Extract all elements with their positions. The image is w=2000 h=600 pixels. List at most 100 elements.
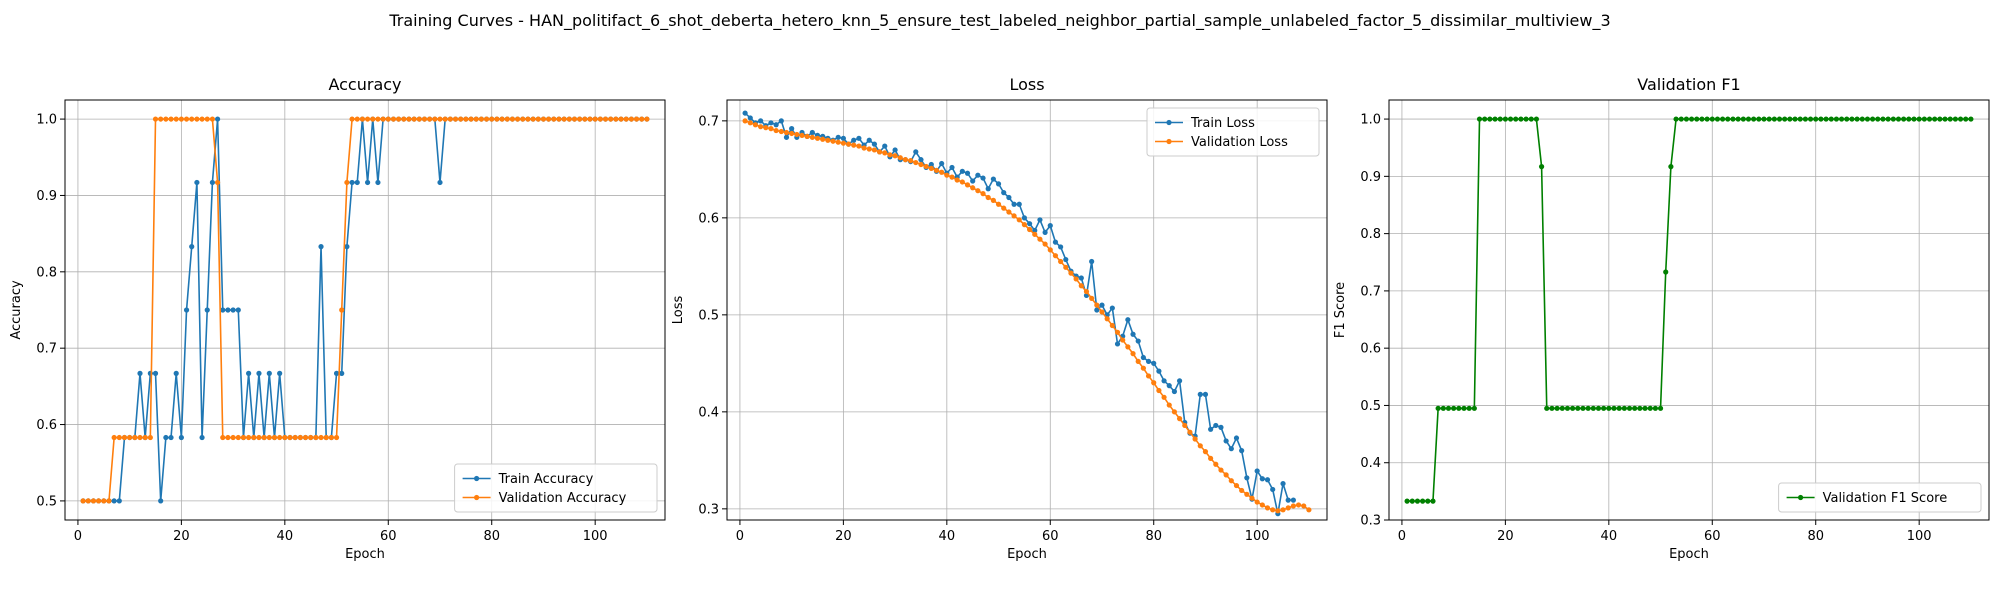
data-point xyxy=(1026,226,1033,233)
data-point xyxy=(933,167,940,173)
data-point xyxy=(1145,373,1152,379)
data-point xyxy=(1223,472,1229,478)
data-point xyxy=(96,498,102,504)
data-point xyxy=(1813,116,1819,122)
chart-panel-3: 0 20 40 60 80 100 0.3 0.4 0.5 0.6 0.7 0.8 0.9 1.0 Vali… xyxy=(1333,75,1990,562)
x-tick-label: 20 xyxy=(1497,529,1514,544)
data-point xyxy=(147,434,153,441)
data-point xyxy=(1740,116,1746,122)
data-point xyxy=(959,168,965,174)
y-axis-label: Loss xyxy=(671,296,686,325)
x-tick-label: 0 xyxy=(736,529,744,544)
data-point xyxy=(1709,116,1715,122)
data-point xyxy=(1166,383,1172,389)
data-point xyxy=(1911,116,1917,122)
data-point xyxy=(1254,499,1260,505)
data-point xyxy=(789,126,795,132)
data-point xyxy=(1026,221,1033,227)
data-point xyxy=(820,136,826,142)
data-point xyxy=(1663,269,1669,275)
chart-title: Validation F1 xyxy=(1637,75,1740,94)
data-point xyxy=(742,110,748,116)
data-point xyxy=(871,141,878,147)
data-point xyxy=(163,434,169,441)
legend-label: Train Accuracy xyxy=(498,472,594,487)
data-point xyxy=(1032,231,1038,237)
data-point xyxy=(571,116,578,122)
data-point xyxy=(209,116,216,122)
x-tick-label: 20 xyxy=(173,529,190,544)
data-point xyxy=(246,434,252,441)
data-point xyxy=(1037,217,1043,223)
data-point xyxy=(1218,424,1224,430)
legend-box xyxy=(454,463,658,513)
data-point xyxy=(1011,201,1017,207)
data-point xyxy=(101,498,107,504)
data-point xyxy=(411,116,417,122)
data-point xyxy=(173,116,179,122)
data-point xyxy=(887,152,893,158)
data-point xyxy=(1735,116,1741,122)
data-point xyxy=(1942,116,1948,122)
data-point xyxy=(85,498,91,504)
data-point xyxy=(1285,505,1291,511)
data-point xyxy=(1078,275,1084,281)
data-point xyxy=(246,370,252,376)
data-point xyxy=(525,116,531,122)
data-point xyxy=(773,122,779,128)
data-point xyxy=(1135,338,1141,344)
x-tick-label: 40 xyxy=(1601,529,1618,544)
data-point xyxy=(214,116,221,122)
data-point xyxy=(1197,391,1203,397)
data-point xyxy=(168,434,174,441)
data-point xyxy=(1052,253,1059,259)
data-point xyxy=(318,244,324,250)
data-point xyxy=(1280,481,1286,487)
data-point xyxy=(349,179,355,186)
data-point xyxy=(1549,405,1555,411)
data-point xyxy=(1016,201,1022,207)
data-point xyxy=(189,116,195,122)
data-point xyxy=(809,134,815,140)
chart-panel-2: 0 20 40 60 80 100 0.3 0.4 0.5 0.6 0.7 Loss Epoch Loss… xyxy=(671,75,1328,562)
data-point xyxy=(364,116,371,122)
data-point xyxy=(1901,116,1907,122)
data-point xyxy=(1089,258,1095,265)
data-point xyxy=(163,116,169,122)
data-point xyxy=(1223,438,1229,444)
data-point xyxy=(1518,116,1524,122)
data-point xyxy=(1125,317,1131,323)
chart-title: Loss xyxy=(1009,75,1044,94)
data-point xyxy=(1885,116,1891,122)
data-point xyxy=(546,116,552,122)
data-point xyxy=(1575,405,1581,411)
data-point xyxy=(1228,446,1234,452)
data-point xyxy=(1502,116,1508,122)
data-point xyxy=(747,115,753,121)
data-point xyxy=(918,157,924,163)
data-point xyxy=(876,149,883,155)
data-point xyxy=(220,307,226,313)
data-point xyxy=(990,197,996,203)
data-point xyxy=(613,116,619,122)
data-point xyxy=(1621,405,1627,411)
data-point xyxy=(908,158,914,164)
data-point xyxy=(468,116,474,122)
data-point xyxy=(1823,116,1829,122)
data-point xyxy=(277,370,283,376)
data-point xyxy=(1745,116,1752,122)
data-point xyxy=(1451,405,1457,411)
data-point xyxy=(1828,116,1834,122)
data-point xyxy=(1264,477,1271,483)
data-point xyxy=(1176,378,1183,384)
data-point xyxy=(783,134,790,140)
data-point xyxy=(209,179,216,186)
data-point xyxy=(1414,498,1421,504)
data-point xyxy=(1068,270,1074,276)
data-point xyxy=(194,116,200,122)
data-point xyxy=(1161,378,1167,384)
y-tick-label: 0.8 xyxy=(1360,227,1381,242)
data-point xyxy=(1270,507,1276,513)
y-tick-label: 0.9 xyxy=(1360,170,1381,185)
data-point xyxy=(561,116,567,122)
